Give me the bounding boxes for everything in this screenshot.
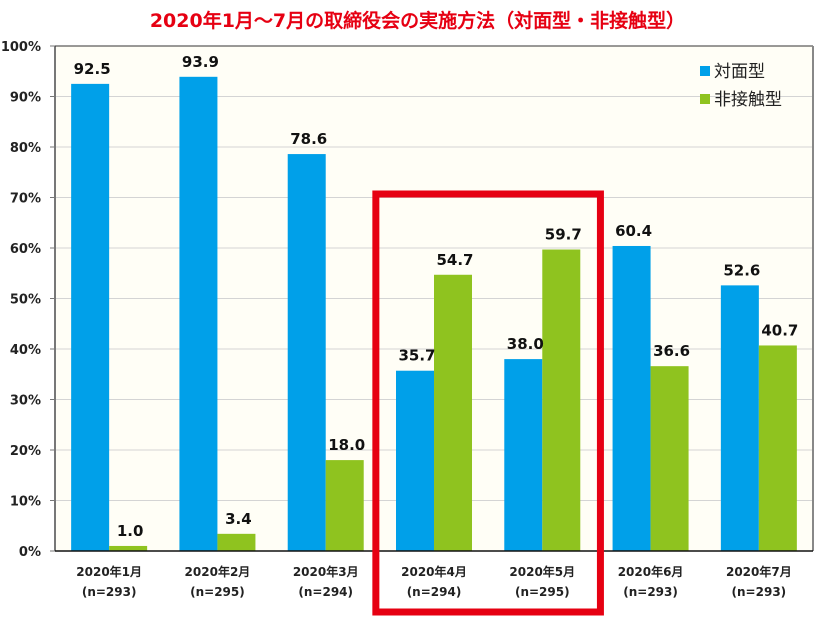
x-axis-labels: 2020年1月 (n=293) 2020年2月 (n=295) 2020年3月 (n=29… xyxy=(76,564,791,599)
y-tick-label: 0% xyxy=(19,545,41,560)
y-tick-label: 80% xyxy=(10,141,41,156)
y-tick-label: 40% xyxy=(10,343,41,358)
x-tick-label: 2020年5月 xyxy=(509,564,575,579)
y-axis-ticks: 0% 10% 20% 30% 40% 50% 60% 70% 80% 90% 100% xyxy=(1,40,55,560)
bar-face-to-face xyxy=(612,245,651,552)
data-label: 40.7 xyxy=(761,321,798,339)
bar-contactless xyxy=(542,249,581,551)
x-tick-sample-size: (n=295) xyxy=(190,585,245,599)
data-label: 92.5 xyxy=(74,60,111,78)
data-label: 93.9 xyxy=(182,53,219,71)
legend-label: 対面型 xyxy=(714,62,765,82)
legend-label: 非接触型 xyxy=(714,90,782,110)
bar-face-to-face xyxy=(720,285,759,551)
x-tick-label: 2020年7月 xyxy=(726,564,792,579)
x-tick-label: 2020年1月 xyxy=(76,564,142,579)
bar-contactless xyxy=(217,533,256,551)
bar-contactless xyxy=(434,274,472,551)
axes xyxy=(54,45,814,552)
y-tick-label: 50% xyxy=(10,293,41,308)
data-label: 35.7 xyxy=(398,347,435,365)
data-label: 38.0 xyxy=(507,335,544,353)
data-label: 78.6 xyxy=(290,130,327,148)
bar-face-to-face xyxy=(504,359,543,551)
y-tick-label: 60% xyxy=(10,242,41,257)
x-tick-sample-size: (n=293) xyxy=(82,585,137,599)
bar-face-to-face xyxy=(287,154,326,551)
x-tick-label: 2020年2月 xyxy=(185,564,251,579)
bar-contactless xyxy=(650,366,689,551)
x-tick-label: 2020年6月 xyxy=(618,564,684,579)
x-tick-sample-size: (n=293) xyxy=(732,585,787,599)
bar-face-to-face xyxy=(71,83,110,551)
data-label: 52.6 xyxy=(723,261,760,279)
x-tick-label: 2020年3月 xyxy=(293,564,359,579)
y-tick-label: 100% xyxy=(1,40,41,55)
data-label: 54.7 xyxy=(436,251,473,269)
bar-contactless xyxy=(325,460,364,551)
highlight-box xyxy=(372,190,604,616)
y-tick-label: 70% xyxy=(10,192,41,207)
data-label: 59.7 xyxy=(545,226,582,244)
x-tick-sample-size: (n=295) xyxy=(515,585,570,599)
data-label: 18.0 xyxy=(328,436,365,454)
data-label: 60.4 xyxy=(615,222,652,240)
legend-swatch xyxy=(700,94,710,104)
y-tick-label: 10% xyxy=(10,495,41,510)
value-labels: 92.5 1.0 93.9 3.4 78.6 18.0 35.7 54.7 38.0 59.7 60… xyxy=(74,53,799,540)
bar-face-to-face xyxy=(179,76,218,552)
x-tick-label: 2020年4月 xyxy=(401,564,467,579)
x-tick-sample-size: (n=294) xyxy=(298,585,353,599)
x-tick-sample-size: (n=294) xyxy=(407,585,462,599)
bar-contactless xyxy=(109,545,148,551)
bar-face-to-face xyxy=(396,370,434,551)
data-label: 3.4 xyxy=(225,510,252,528)
x-tick-sample-size: (n=293) xyxy=(623,585,678,599)
data-label: 1.0 xyxy=(117,522,144,540)
y-tick-label: 30% xyxy=(10,394,41,409)
data-label: 36.6 xyxy=(653,342,690,360)
legend-swatch xyxy=(700,66,710,76)
bar-contactless xyxy=(758,345,797,551)
y-tick-label: 20% xyxy=(10,444,41,459)
chart-title: 2020年1月～7月の取締役会の実施方法（対面型・非接触型） xyxy=(149,10,686,32)
bars xyxy=(71,76,797,552)
y-tick-label: 90% xyxy=(10,91,41,106)
